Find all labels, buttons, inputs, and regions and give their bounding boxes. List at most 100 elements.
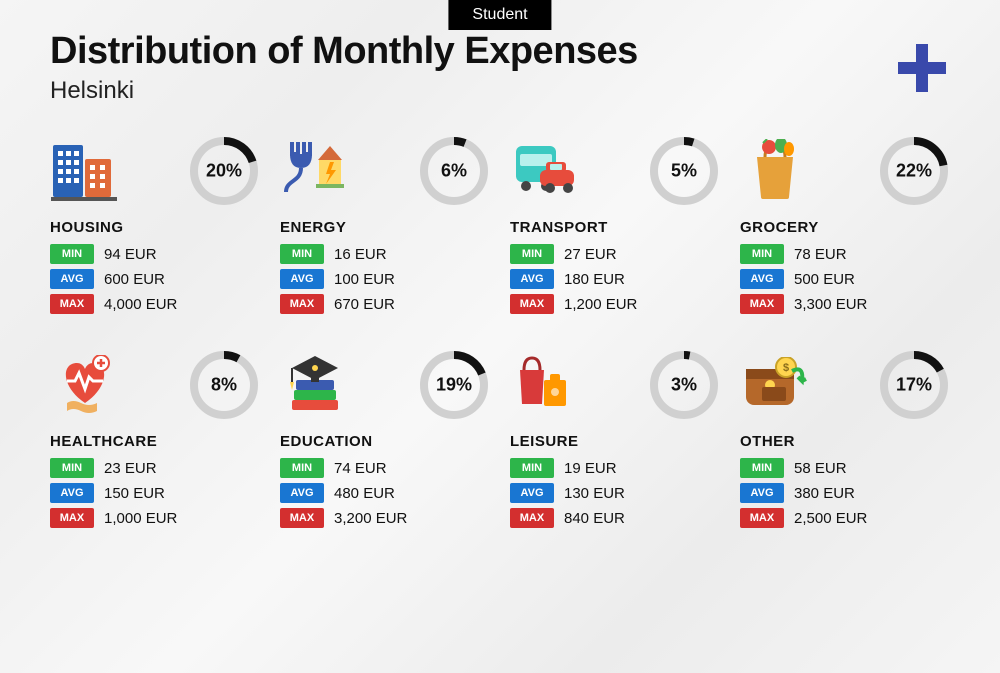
- percent-ring: 5%: [648, 135, 720, 207]
- min-tag: MIN: [280, 244, 324, 264]
- avg-value: 130 EUR: [564, 485, 625, 502]
- percent-label: 19%: [436, 375, 472, 396]
- percent-label: 8%: [211, 375, 237, 396]
- transport-icon: [510, 136, 580, 206]
- category-card: 5% TRANSPORT MIN 27 EUR AVG 180 EUR MAX …: [510, 135, 720, 319]
- percent-label: 5%: [671, 161, 697, 182]
- stat-row-avg: AVG 100 EUR: [280, 269, 490, 289]
- category-name: GROCERY: [740, 219, 950, 236]
- category-card: 20% HOUSING MIN 94 EUR AVG 600 EUR MAX 4…: [50, 135, 260, 319]
- stat-row-min: MIN 94 EUR: [50, 244, 260, 264]
- stat-row-avg: AVG 380 EUR: [740, 483, 950, 503]
- stat-row-max: MAX 3,200 EUR: [280, 508, 490, 528]
- min-value: 94 EUR: [104, 246, 157, 263]
- max-tag: MAX: [510, 508, 554, 528]
- healthcare-icon: [50, 350, 120, 420]
- stat-row-max: MAX 670 EUR: [280, 294, 490, 314]
- avg-value: 100 EUR: [334, 271, 395, 288]
- min-tag: MIN: [510, 244, 554, 264]
- percent-ring: 8%: [188, 349, 260, 421]
- stat-row-min: MIN 27 EUR: [510, 244, 720, 264]
- min-value: 23 EUR: [104, 460, 157, 477]
- min-value: 19 EUR: [564, 460, 617, 477]
- category-name: TRANSPORT: [510, 219, 720, 236]
- avg-tag: AVG: [740, 483, 784, 503]
- percent-label: 17%: [896, 375, 932, 396]
- stat-row-avg: AVG 150 EUR: [50, 483, 260, 503]
- category-card: $ 17% OTHER MIN 58 EUR AVG 380 EUR MAX 2…: [740, 349, 950, 533]
- avg-value: 180 EUR: [564, 271, 625, 288]
- category-card: 22% GROCERY MIN 78 EUR AVG 500 EUR MAX 3…: [740, 135, 950, 319]
- stat-row-avg: AVG 600 EUR: [50, 269, 260, 289]
- stat-row-avg: AVG 480 EUR: [280, 483, 490, 503]
- percent-label: 3%: [671, 375, 697, 396]
- avg-tag: AVG: [50, 269, 94, 289]
- svg-text:$: $: [783, 362, 789, 374]
- stat-row-min: MIN 58 EUR: [740, 458, 950, 478]
- stat-row-avg: AVG 180 EUR: [510, 269, 720, 289]
- avg-value: 380 EUR: [794, 485, 855, 502]
- other-icon: $: [740, 350, 810, 420]
- education-icon: [280, 350, 350, 420]
- stat-row-avg: AVG 130 EUR: [510, 483, 720, 503]
- stat-row-min: MIN 78 EUR: [740, 244, 950, 264]
- percent-label: 6%: [441, 161, 467, 182]
- stat-row-max: MAX 1,000 EUR: [50, 508, 260, 528]
- min-tag: MIN: [740, 458, 784, 478]
- stat-row-max: MAX 1,200 EUR: [510, 294, 720, 314]
- category-name: EDUCATION: [280, 433, 490, 450]
- min-tag: MIN: [280, 458, 324, 478]
- stat-row-max: MAX 2,500 EUR: [740, 508, 950, 528]
- housing-icon: [50, 136, 120, 206]
- max-value: 2,500 EUR: [794, 510, 867, 527]
- avg-value: 480 EUR: [334, 485, 395, 502]
- avg-tag: AVG: [50, 483, 94, 503]
- percent-ring: 6%: [418, 135, 490, 207]
- min-value: 16 EUR: [334, 246, 387, 263]
- percent-ring: 17%: [878, 349, 950, 421]
- avg-value: 500 EUR: [794, 271, 855, 288]
- stat-row-min: MIN 23 EUR: [50, 458, 260, 478]
- min-value: 27 EUR: [564, 246, 617, 263]
- stat-row-min: MIN 19 EUR: [510, 458, 720, 478]
- avg-tag: AVG: [280, 483, 324, 503]
- category-name: LEISURE: [510, 433, 720, 450]
- category-card: 8% HEALTHCARE MIN 23 EUR AVG 150 EUR MAX…: [50, 349, 260, 533]
- avg-tag: AVG: [740, 269, 784, 289]
- min-tag: MIN: [510, 458, 554, 478]
- min-tag: MIN: [50, 458, 94, 478]
- leisure-icon: [510, 350, 580, 420]
- max-value: 670 EUR: [334, 296, 395, 313]
- min-value: 58 EUR: [794, 460, 847, 477]
- percent-ring: 3%: [648, 349, 720, 421]
- category-name: OTHER: [740, 433, 950, 450]
- max-value: 1,000 EUR: [104, 510, 177, 527]
- header: Distribution of Monthly Expenses Helsink…: [0, 0, 1000, 125]
- max-tag: MAX: [280, 294, 324, 314]
- stat-row-max: MAX 4,000 EUR: [50, 294, 260, 314]
- max-tag: MAX: [740, 508, 784, 528]
- percent-label: 22%: [896, 161, 932, 182]
- avg-tag: AVG: [280, 269, 324, 289]
- avg-value: 150 EUR: [104, 485, 165, 502]
- max-value: 4,000 EUR: [104, 296, 177, 313]
- max-value: 840 EUR: [564, 510, 625, 527]
- min-tag: MIN: [740, 244, 784, 264]
- max-value: 3,200 EUR: [334, 510, 407, 527]
- max-tag: MAX: [510, 294, 554, 314]
- category-card: 6% ENERGY MIN 16 EUR AVG 100 EUR MAX 670…: [280, 135, 490, 319]
- stat-row-max: MAX 840 EUR: [510, 508, 720, 528]
- category-card: 19% EDUCATION MIN 74 EUR AVG 480 EUR MAX…: [280, 349, 490, 533]
- stat-row-avg: AVG 500 EUR: [740, 269, 950, 289]
- percent-ring: 22%: [878, 135, 950, 207]
- grocery-icon: [740, 136, 810, 206]
- max-tag: MAX: [50, 508, 94, 528]
- energy-icon: [280, 136, 350, 206]
- max-tag: MAX: [50, 294, 94, 314]
- stat-row-min: MIN 74 EUR: [280, 458, 490, 478]
- min-value: 78 EUR: [794, 246, 847, 263]
- category-name: HEALTHCARE: [50, 433, 260, 450]
- page-title: Distribution of Monthly Expenses: [50, 30, 950, 73]
- categories-grid: 20% HOUSING MIN 94 EUR AVG 600 EUR MAX 4…: [0, 125, 1000, 563]
- max-tag: MAX: [740, 294, 784, 314]
